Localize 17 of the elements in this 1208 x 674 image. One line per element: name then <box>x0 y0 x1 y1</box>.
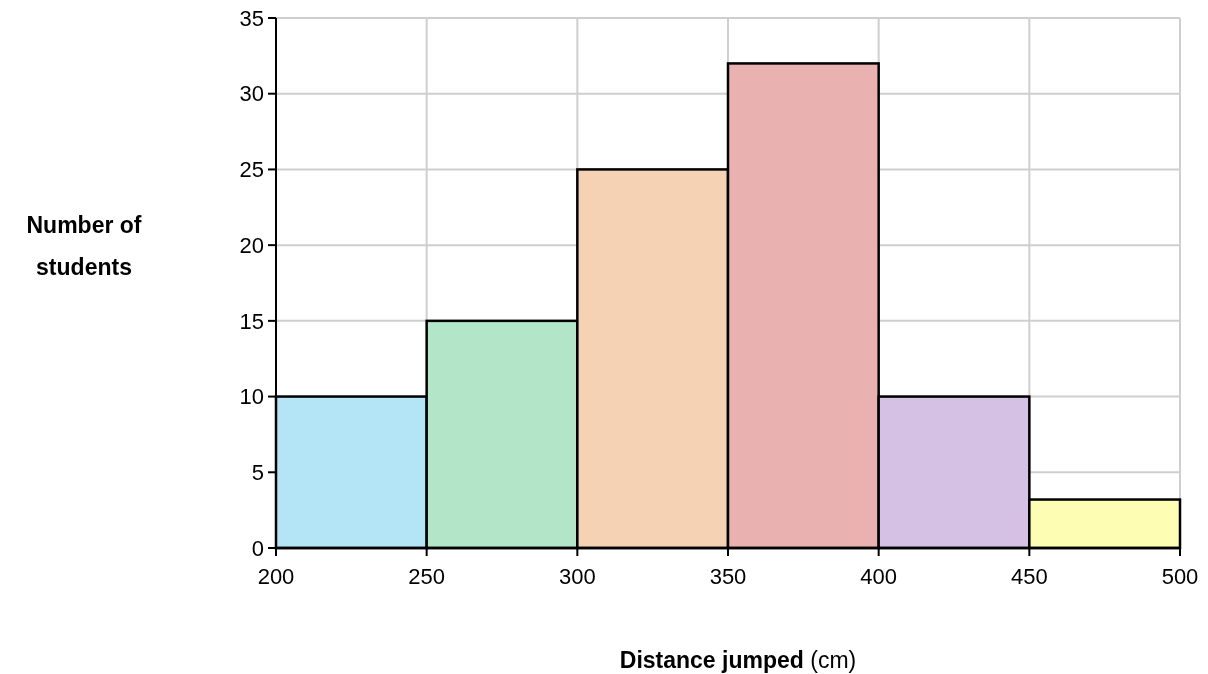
y-tick-label: 35 <box>239 5 264 31</box>
x-tick-label: 200 <box>257 564 295 589</box>
y-tick-label: 15 <box>239 308 264 334</box>
y-tick-label: 25 <box>239 157 264 183</box>
x-tick-label: 400 <box>860 564 898 589</box>
x-tick-label: 250 <box>408 564 446 589</box>
x-tick-label: 500 <box>1161 564 1199 589</box>
y-tick-label: 20 <box>239 232 264 258</box>
y-tick-label: 10 <box>239 384 264 410</box>
x-tick-label: 450 <box>1010 564 1048 589</box>
y-tick-label: 5 <box>251 459 264 485</box>
y-axis-title: Number of students <box>26 212 142 280</box>
y-tick-label: 30 <box>239 81 264 107</box>
x-tick-label: 350 <box>709 564 747 589</box>
x-axis-title: Distance jumped (cm) <box>619 647 857 673</box>
x-tick-label: 300 <box>558 564 596 589</box>
y-tick-label: 0 <box>251 535 264 561</box>
